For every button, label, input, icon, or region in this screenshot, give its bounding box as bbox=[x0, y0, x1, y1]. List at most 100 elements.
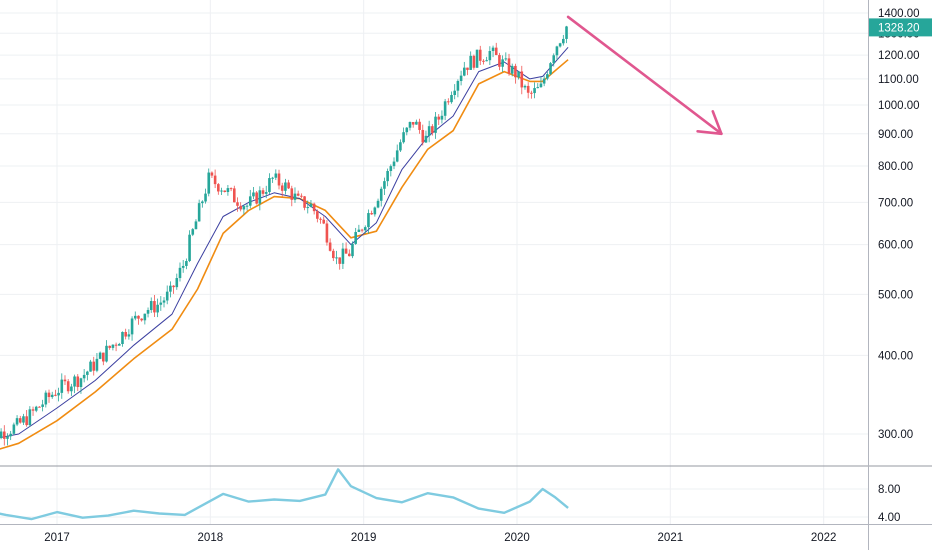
candle bbox=[162, 297, 166, 308]
candle bbox=[245, 204, 249, 211]
candle-body bbox=[236, 202, 239, 206]
candle-body bbox=[443, 101, 447, 116]
price-tick-label: 700.00 bbox=[878, 197, 913, 209]
candle bbox=[178, 262, 182, 282]
candle bbox=[395, 144, 399, 163]
candle bbox=[379, 186, 383, 207]
candle bbox=[63, 375, 67, 386]
candle-body bbox=[73, 376, 76, 387]
candle bbox=[181, 260, 185, 273]
candle bbox=[34, 405, 38, 413]
candle-body bbox=[245, 205, 249, 207]
candle-body bbox=[287, 182, 290, 189]
candle bbox=[92, 356, 96, 376]
candle-body bbox=[172, 285, 175, 288]
candle bbox=[434, 112, 437, 139]
candle bbox=[146, 307, 150, 318]
candle-body bbox=[424, 135, 428, 143]
candle-body bbox=[456, 81, 460, 91]
candle-body bbox=[309, 203, 313, 208]
candle-body bbox=[98, 352, 102, 359]
candle-body bbox=[319, 218, 322, 220]
candle-body bbox=[201, 201, 204, 204]
candle bbox=[95, 352, 99, 373]
candle bbox=[450, 91, 453, 104]
candle-body bbox=[501, 59, 504, 67]
candle-body bbox=[462, 67, 466, 76]
candle bbox=[501, 55, 504, 73]
candle bbox=[504, 52, 508, 61]
candle-body bbox=[217, 184, 220, 192]
candle bbox=[108, 345, 112, 350]
candle-body bbox=[347, 253, 351, 257]
candle-body bbox=[76, 376, 80, 388]
candle-body bbox=[197, 203, 201, 222]
candle bbox=[114, 342, 118, 352]
candle bbox=[271, 176, 274, 183]
candle-body bbox=[213, 175, 217, 185]
candle bbox=[498, 52, 501, 71]
candle-body bbox=[536, 87, 540, 89]
candle-body bbox=[280, 185, 284, 191]
candle-body bbox=[146, 310, 150, 314]
candle bbox=[165, 285, 169, 305]
indicator-tick-label: 4.00 bbox=[878, 512, 900, 524]
candle-body bbox=[306, 207, 310, 209]
candle-body bbox=[354, 231, 357, 244]
candle-body bbox=[121, 331, 124, 344]
candle-body bbox=[0, 431, 3, 439]
candle-body bbox=[140, 318, 143, 321]
candle bbox=[494, 42, 498, 56]
candle-body bbox=[274, 173, 278, 178]
candle-body bbox=[405, 127, 409, 133]
candle bbox=[31, 406, 35, 416]
candle bbox=[530, 90, 533, 99]
candle-body bbox=[105, 345, 108, 362]
candle-body bbox=[303, 196, 306, 208]
candle bbox=[44, 390, 48, 408]
candle bbox=[488, 46, 492, 65]
candle bbox=[466, 67, 469, 76]
candle bbox=[456, 79, 460, 98]
candle-body bbox=[440, 115, 444, 120]
candle-body bbox=[60, 379, 64, 393]
candle-body bbox=[223, 190, 227, 192]
candle-body bbox=[344, 248, 348, 254]
candle-body bbox=[514, 65, 517, 78]
indicator-pane bbox=[0, 468, 569, 521]
indicator-tick-label: 8.00 bbox=[878, 484, 900, 496]
candle bbox=[485, 56, 488, 62]
candle-body bbox=[54, 394, 57, 396]
candle bbox=[300, 193, 303, 199]
candle bbox=[447, 98, 450, 105]
candle-body bbox=[133, 315, 137, 319]
price-tick-label: 400.00 bbox=[878, 350, 913, 362]
candle bbox=[15, 415, 19, 427]
candle-body bbox=[392, 161, 396, 167]
candle bbox=[287, 179, 290, 189]
candle-body bbox=[316, 211, 319, 219]
candle bbox=[201, 200, 204, 208]
candle bbox=[255, 191, 258, 205]
candle-body bbox=[264, 192, 268, 194]
candle-body bbox=[284, 182, 287, 191]
candle-body bbox=[488, 51, 492, 61]
candle bbox=[210, 171, 214, 178]
candle bbox=[517, 71, 520, 80]
candle-body bbox=[555, 46, 559, 56]
candle-body bbox=[86, 371, 89, 375]
candle-body bbox=[383, 181, 386, 189]
candle bbox=[105, 340, 108, 363]
candle-body bbox=[469, 55, 472, 70]
candle-body bbox=[466, 67, 469, 70]
candle bbox=[156, 298, 159, 318]
candle-body bbox=[12, 424, 16, 434]
candle bbox=[536, 83, 540, 89]
candle bbox=[347, 249, 351, 257]
candle-body bbox=[296, 193, 300, 196]
candle bbox=[82, 369, 86, 383]
candle bbox=[514, 63, 517, 84]
candle bbox=[354, 227, 357, 245]
